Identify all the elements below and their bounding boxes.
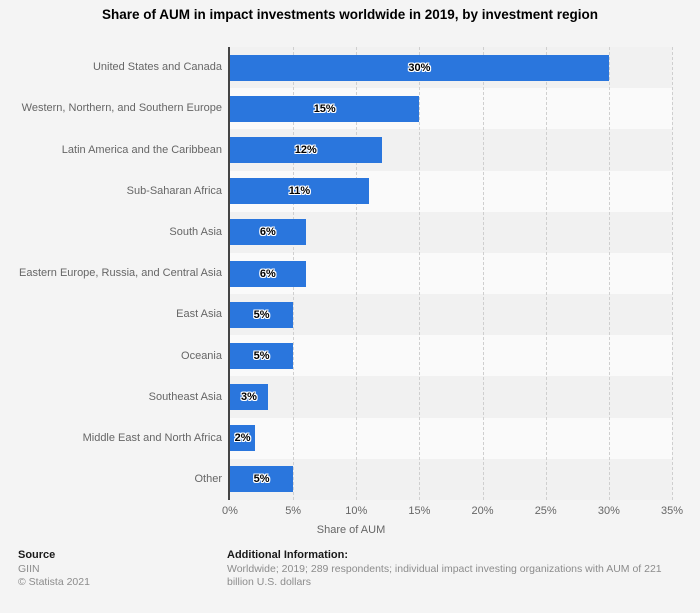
category-label: Latin America and the Caribbean [61, 143, 222, 156]
category-label: South Asia [169, 225, 222, 238]
x-axis-title: Share of AUM [316, 524, 386, 536]
x-tick-label: 15% [408, 505, 431, 517]
gridline [419, 47, 421, 500]
gridline [672, 47, 673, 500]
bar: 2% [230, 425, 256, 452]
x-tick-label: 5% [285, 505, 302, 517]
source-block: Source GIIN © Statista 2021 [18, 549, 90, 590]
x-tick-label: 0% [222, 505, 238, 517]
additional-info-text: Worldwide; 2019; 289 respondents; indivi… [227, 562, 662, 589]
bar: 12% [230, 136, 382, 163]
bar-value-label: 2% [234, 432, 251, 445]
category-label: East Asia [176, 308, 222, 321]
row-band [230, 376, 672, 418]
bar-value-label: 15% [313, 102, 336, 115]
bar-value-label: 5% [253, 349, 270, 362]
bar-value-label: 6% [259, 226, 276, 239]
category-label: United States and Canada [92, 61, 222, 74]
bar-value-label: 30% [408, 61, 431, 74]
gridline [356, 47, 358, 500]
category-label: Western, Northern, and Southern Europe [21, 102, 222, 115]
x-tick-label: 20% [471, 505, 494, 517]
category-axis: United States and Canada Western, Norther… [0, 47, 222, 500]
bar: 5% [230, 301, 294, 328]
bar: 3% [230, 384, 268, 411]
copyright-notice: © Statista 2021 [18, 576, 90, 588]
category-label: Middle East and North Africa [82, 431, 222, 444]
row-band [230, 458, 672, 500]
x-tick-label: 10% [345, 505, 368, 517]
bar-value-label: 6% [259, 267, 276, 280]
bar-value-label: 12% [294, 143, 317, 156]
bar: 6% [230, 260, 306, 287]
source-name: GIIN [18, 562, 40, 575]
category-label: Other [194, 473, 222, 486]
bar: 5% [230, 342, 294, 369]
gridline [482, 47, 484, 500]
x-tick-label: 35% [660, 505, 684, 517]
bar: 11% [230, 178, 369, 205]
bar-value-label: 11% [288, 185, 311, 198]
row-band [230, 294, 672, 336]
plot-area: 30% 15% 12% 11% 6% 6% 5% 5% 3% 2% 5% [230, 47, 673, 500]
bar: 30% [230, 54, 609, 81]
chart-title: Share of AUM in impact investments world… [101, 7, 599, 22]
bar: 6% [230, 219, 306, 246]
category-label: Southeast Asia [148, 390, 222, 403]
row-band [230, 335, 672, 377]
bar: 5% [230, 466, 294, 493]
additional-info-block: Additional Information: Worldwide; 2019;… [227, 549, 687, 590]
x-axis-tick-labels: 0% 5% 10% 15% 20% 25% 30% 35% [0, 505, 700, 519]
source-label: Source [18, 549, 56, 561]
bar-value-label: 3% [240, 391, 257, 404]
gridline [608, 47, 610, 500]
x-tick-label: 30% [597, 505, 620, 517]
bar-value-label: 5% [253, 308, 270, 321]
category-label: Oceania [181, 349, 222, 362]
bar: 15% [230, 95, 420, 122]
bar-value-label: 5% [253, 473, 270, 486]
x-tick-label: 25% [534, 505, 557, 517]
additional-info-label: Additional Information: [227, 549, 348, 561]
gridline [545, 47, 547, 500]
category-label: Sub-Saharan Africa [126, 184, 222, 197]
category-label: Eastern Europe, Russia, and Central Asia [18, 267, 222, 280]
y-axis-line [228, 47, 230, 500]
row-band [230, 417, 672, 459]
